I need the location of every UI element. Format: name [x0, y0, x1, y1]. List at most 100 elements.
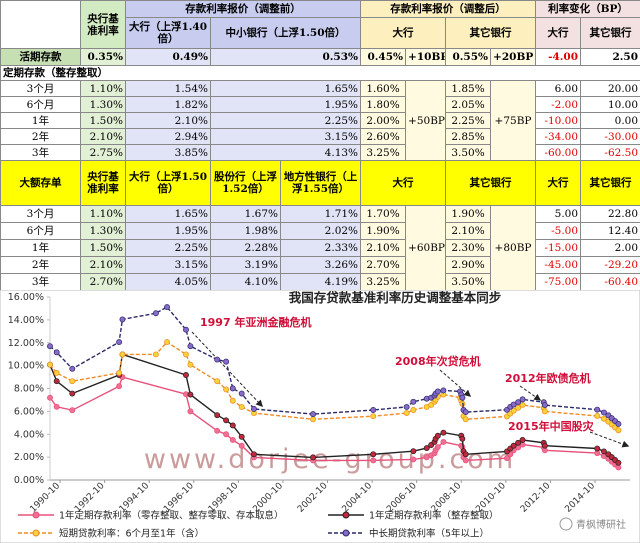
table-cell: +75BP [490, 80, 537, 161]
point [69, 365, 76, 372]
chart-title: 我国存贷款基准利率历史调整基本同步 [289, 290, 502, 305]
arrow [191, 331, 263, 408]
point [223, 431, 230, 438]
table-cell: 1.82% [125, 96, 211, 113]
table-cell: 4.13% [209, 144, 362, 161]
table-cell: 1.95% [209, 96, 362, 113]
table-cell: 大行 [360, 160, 447, 206]
point [600, 409, 607, 416]
table-cell: 3.25% [360, 144, 407, 161]
point [615, 427, 622, 434]
table-cell: 大行（上浮1.40倍） [125, 17, 211, 49]
table-cell: -45.00 [535, 256, 582, 274]
point [519, 437, 526, 443]
table-cell: 3.50% [445, 144, 492, 161]
point [164, 304, 170, 311]
point [229, 437, 236, 443]
point [238, 433, 245, 440]
table-cell: -60.00 [535, 144, 582, 161]
table-cell: 3个月 [0, 205, 81, 223]
point [53, 378, 60, 385]
point [47, 361, 53, 368]
table-cell: 2.10% [445, 222, 492, 240]
table-cell: 6个月 [0, 222, 81, 240]
legend-label: 1年定期存款利率（整存整取） [369, 510, 499, 522]
table-cell: 1.10% [80, 80, 126, 97]
table-cell: 3年 [0, 273, 81, 290]
point [459, 394, 466, 401]
table-cell: +60BP [405, 205, 447, 290]
table-cell: 其它银行 [445, 160, 537, 206]
point [434, 444, 441, 451]
table-cell: -60.40 [580, 273, 640, 290]
table-cell: 2.25% [125, 239, 211, 257]
point [370, 451, 377, 458]
table-cell: 活期存款 [0, 48, 81, 66]
point [410, 407, 417, 413]
point [187, 361, 194, 368]
table-cell: +10BP [405, 48, 447, 66]
header-row: 央行基准利率 存款利率报价（调整前） 存款利率报价（调整后） 利率变化（BP） [0, 0, 640, 49]
table-cell: 大额存单 [0, 160, 81, 206]
legend-marker [32, 511, 40, 519]
point [504, 455, 510, 462]
point [440, 438, 447, 445]
table-cell: 股份行（上浮1.52倍） [210, 160, 281, 206]
point [238, 390, 245, 397]
table-cell: 1.65% [125, 205, 211, 223]
point [187, 343, 194, 350]
rate-table: 央行基准利率 存款利率报价（调整前） 存款利率报价（调整后） 利率变化（BP） 大行（上… [0, 0, 640, 290]
point [214, 427, 221, 434]
point [310, 411, 316, 418]
fixed-row: 2年 2.10% 2.94% 3.15% 2.60% 2.85% -34.00 -30.00 [0, 128, 640, 145]
table-cell: 2.28% [210, 239, 281, 257]
table-cell: 1.54% [125, 80, 211, 97]
point [541, 408, 548, 415]
table-cell: 0.45% [360, 48, 407, 66]
table-cell: 1.71% [279, 205, 362, 223]
point [251, 451, 257, 458]
table-cell: 央行基准利率 [80, 160, 126, 206]
table-cell: 1.30% [80, 222, 126, 240]
cd-row: 2年 2.10% 3.15% 3.19% 3.26% 2.70% 2.90% -45.00 -2… [0, 256, 640, 274]
point [370, 413, 377, 420]
point [238, 403, 245, 410]
point [462, 409, 469, 416]
table-cell: 1.80% [360, 96, 407, 113]
table-cell: 2.00% [360, 112, 407, 129]
chart: 我国存贷款基准利率历史调整基本同步 0.00% 2.00% 4.00% 6.00% 8.… [0, 290, 640, 543]
table-cell: -30.00 [580, 128, 640, 145]
table-cell: 2.50 [580, 48, 640, 66]
arrow [519, 385, 542, 401]
point [410, 456, 417, 463]
table-cell: 3.15% [209, 128, 362, 145]
point [183, 326, 189, 333]
point [462, 451, 469, 458]
table-cell: -34.00 [535, 128, 582, 145]
point [53, 349, 60, 356]
table-cell: +50BP [405, 80, 447, 161]
point [214, 356, 221, 363]
table-cell: 4.05% [125, 273, 211, 290]
table-cell: 0.00 [580, 112, 640, 129]
table-cell: 1.70% [360, 205, 407, 223]
point [214, 378, 221, 385]
point [183, 351, 189, 358]
point [462, 416, 469, 423]
point [434, 388, 441, 395]
point [541, 402, 548, 409]
table-cell: 2.70% [360, 256, 407, 274]
header-row: 大行（上浮1.40倍） 中小银行（上浮1.50倍） 大行 其它银行 大行 其它银行 [1, 17, 640, 49]
section-row: 定期存款（整存整取） [0, 65, 640, 81]
point [69, 378, 76, 385]
point [615, 421, 622, 427]
point [238, 442, 245, 449]
table-cell: 大行（上浮1.50倍） [125, 160, 211, 206]
chart-frame [0, 290, 640, 543]
table-cell: 其它银行 [445, 17, 537, 49]
point [223, 386, 230, 393]
table-cell: 2年 [0, 128, 81, 145]
table-cell: 其它银行 [580, 17, 640, 49]
point [515, 439, 522, 446]
table-cell: 2.75% [80, 144, 126, 161]
